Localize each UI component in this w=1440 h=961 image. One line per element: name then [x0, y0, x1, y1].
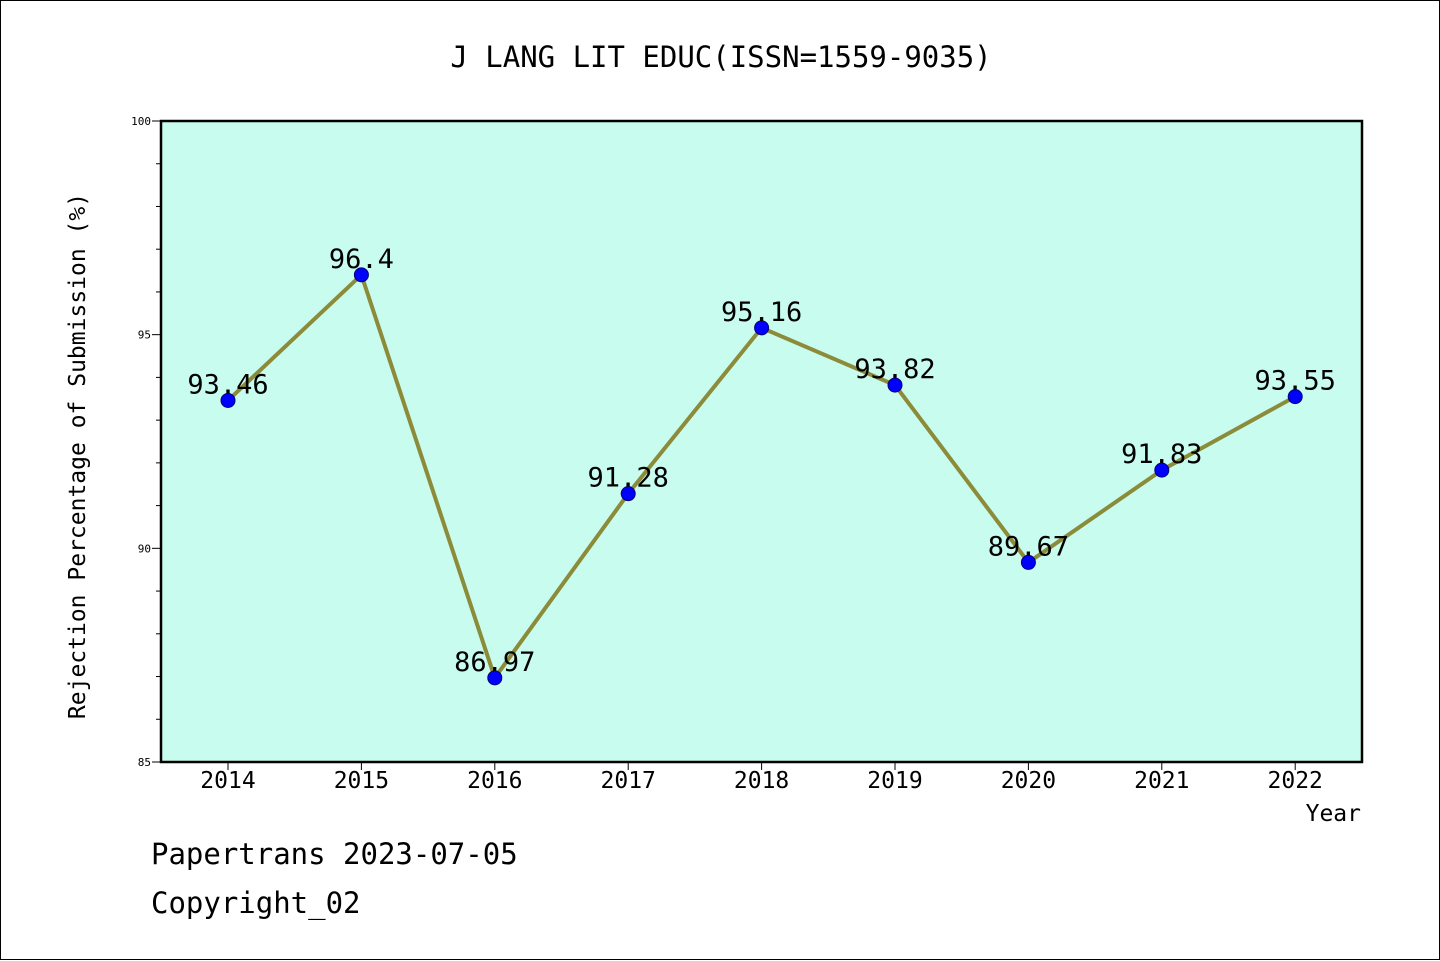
x-tick-label: 2015 [334, 768, 389, 794]
plot-border [159, 119, 1364, 764]
data-point [620, 486, 636, 502]
data-label: 93.55 [1255, 366, 1336, 397]
footer-date: Papertrans 2023-07-05 [151, 837, 518, 871]
data-label: 91.83 [1121, 439, 1202, 470]
data-point [1020, 554, 1036, 570]
data-label: 86.97 [454, 647, 535, 678]
data-label: 96.4 [329, 244, 394, 275]
y-tick-label: 85 [138, 756, 151, 769]
data-point [353, 267, 369, 283]
chart-title: J LANG LIT EDUC(ISSN=1559-9035) [450, 40, 991, 74]
y-tick-label: 90 [138, 542, 151, 555]
x-tick-label: 2014 [200, 768, 255, 794]
data-label: 93.46 [187, 369, 268, 400]
data-point [887, 377, 903, 393]
data-label: 93.82 [854, 354, 935, 385]
x-tick-label: 2020 [1001, 768, 1056, 794]
data-point [220, 392, 236, 408]
x-tick-label: 2019 [867, 768, 922, 794]
y-axis-label: Rejection Percentage of Submission (%) [65, 193, 91, 719]
plot-area [161, 121, 1362, 762]
data-point [487, 670, 503, 686]
data-label: 89.67 [988, 531, 1069, 562]
data-point [754, 320, 770, 336]
y-tick-label: 95 [138, 329, 151, 342]
footer-copyright: Copyright_02 [151, 886, 361, 920]
x-tick-label: 2021 [1134, 768, 1189, 794]
data-label: 95.16 [721, 297, 802, 328]
data-label: 91.28 [588, 463, 669, 494]
data-point [1287, 389, 1303, 405]
x-tick-label: 2016 [467, 768, 522, 794]
x-tick-label: 2022 [1268, 768, 1323, 794]
x-tick-label: 2018 [734, 768, 789, 794]
y-tick-label: 100 [131, 115, 151, 128]
data-point [1154, 462, 1170, 478]
x-tick-label: 2017 [601, 768, 656, 794]
x-axis-label: Year [1306, 801, 1361, 827]
